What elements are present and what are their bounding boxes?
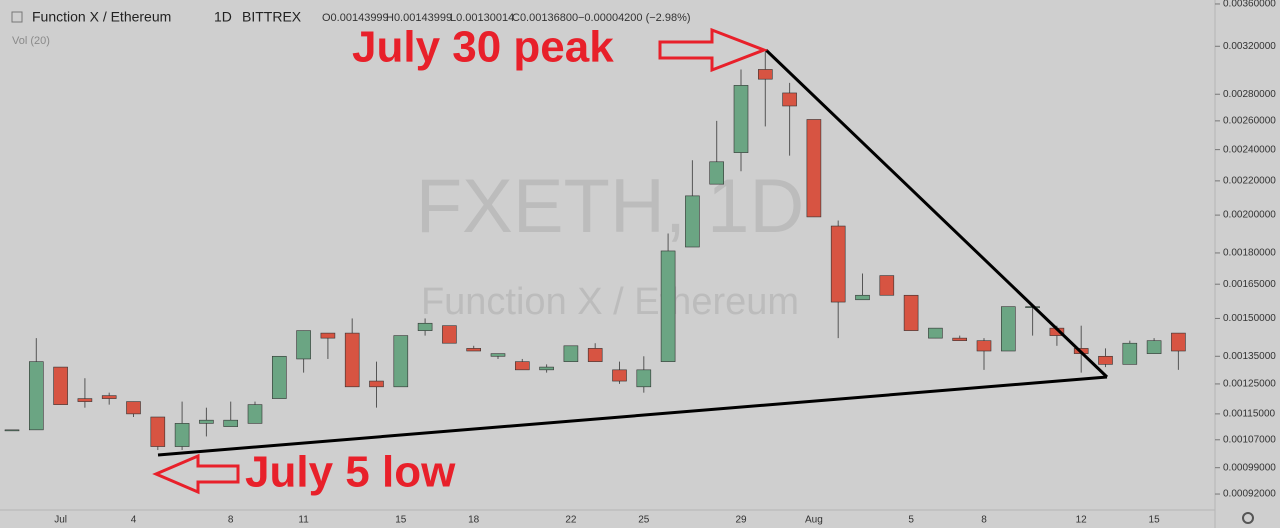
candle-body [126, 401, 141, 415]
x-tick-label: 15 [395, 515, 407, 526]
candle-body [320, 332, 336, 339]
y-tick-label: 0.00260000 [1223, 116, 1276, 127]
x-tick-label: 11 [298, 515, 309, 526]
candle-body [417, 322, 433, 331]
y-tick-label: 0.00125000 [1223, 379, 1276, 390]
candle-body [174, 423, 190, 447]
x-tick-label: 12 [1076, 515, 1088, 526]
settings-icon[interactable] [1242, 512, 1254, 524]
exchange: BITTREX [242, 9, 302, 25]
ohlc-close: C0.00136800 [512, 12, 578, 24]
candle-body [782, 92, 797, 107]
ohlc-low: L0.00130014 [450, 12, 514, 24]
candle-body [296, 330, 311, 360]
candle-body [466, 348, 482, 352]
candle-body [490, 353, 506, 357]
y-tick-label: 0.00180000 [1223, 248, 1276, 259]
candle-body [369, 380, 384, 388]
candle-body [903, 294, 919, 331]
arrow [658, 27, 769, 73]
y-tick-label: 0.00220000 [1223, 176, 1276, 187]
x-tick-label: 5 [908, 515, 914, 526]
x-tick-label: 25 [638, 515, 650, 526]
x-tick-label: 15 [1149, 515, 1161, 526]
ohlc-change: −0.00004200 (−2.98%) [578, 12, 691, 24]
candle-body [28, 361, 44, 431]
candle-body [1122, 342, 1138, 365]
y-tick-label: 0.00280000 [1223, 89, 1276, 100]
x-tick-label: Jul [54, 515, 67, 526]
candle-body [247, 404, 263, 424]
candle-body [976, 340, 992, 352]
y-tick-label: 0.00240000 [1223, 144, 1276, 155]
candle-body [4, 429, 20, 432]
candle-body [539, 366, 554, 371]
watermark-name: Function X / Ethereum [421, 281, 799, 323]
candle-body [952, 337, 968, 341]
candle-body [709, 161, 725, 185]
y-tick-label: 0.00200000 [1223, 210, 1276, 221]
candle-body [199, 419, 214, 424]
candle-body [344, 332, 360, 388]
y-tick-label: 0.00320000 [1223, 41, 1276, 52]
collapse-button[interactable] [11, 11, 23, 23]
candle-body [830, 225, 846, 303]
candle-body [271, 355, 287, 399]
candle-body [855, 294, 870, 301]
y-tick-label: 0.00360000 [1223, 0, 1276, 10]
candle-body [806, 119, 822, 218]
trend-line [157, 375, 1108, 457]
annotation: July 5 low [245, 448, 456, 497]
x-tick-label: 22 [565, 515, 577, 526]
x-tick-label: 29 [735, 515, 747, 526]
y-tick-label: 0.00092000 [1223, 489, 1276, 500]
trend-line [764, 48, 1109, 379]
ohlc-open: O0.00143999 [322, 12, 389, 24]
y-tick-label: 0.00107000 [1223, 434, 1276, 445]
volume-label[interactable]: Vol (20) [12, 35, 50, 47]
y-tick-label: 0.00135000 [1223, 351, 1276, 362]
candle-body [514, 361, 530, 371]
candle-body [733, 85, 749, 153]
y-tick-label: 0.00150000 [1223, 313, 1276, 324]
annotation: July 30 peak [352, 23, 614, 72]
x-tick-label: 4 [131, 515, 137, 526]
candle-body [563, 345, 579, 362]
y-tick-label: 0.00099000 [1223, 462, 1276, 473]
x-tick-label: 8 [228, 515, 234, 526]
candle-body [1098, 355, 1113, 365]
candle-body [685, 195, 700, 248]
candle-body [77, 398, 93, 402]
x-tick-label: 18 [468, 515, 480, 526]
interval: 1D [214, 9, 232, 25]
candle-body [442, 325, 457, 344]
ohlc-high: H0.00143999 [386, 12, 452, 24]
candle-body [612, 369, 627, 382]
candle-body [1146, 340, 1162, 354]
candle-body [150, 416, 166, 447]
candle-body [879, 275, 895, 296]
candle-body [1171, 332, 1186, 352]
candle-body [587, 348, 603, 362]
candle-body [757, 69, 773, 80]
candle-body [1000, 306, 1016, 352]
watermark-symbol: FXETH, 1D [416, 164, 805, 249]
x-tick-label: Aug [805, 515, 823, 526]
x-tick-label: 8 [981, 515, 987, 526]
candle-body [636, 369, 652, 388]
candle-body [660, 250, 676, 362]
arrow [152, 453, 240, 495]
candle-body [393, 335, 409, 388]
candle-body [928, 327, 943, 339]
y-tick-label: 0.00165000 [1223, 279, 1276, 290]
y-tick-label: 0.00115000 [1223, 409, 1276, 420]
candle-body [223, 419, 238, 427]
candle-body [101, 395, 117, 399]
candle-body [53, 366, 68, 405]
symbol-name[interactable]: Function X / Ethereum [32, 9, 171, 25]
